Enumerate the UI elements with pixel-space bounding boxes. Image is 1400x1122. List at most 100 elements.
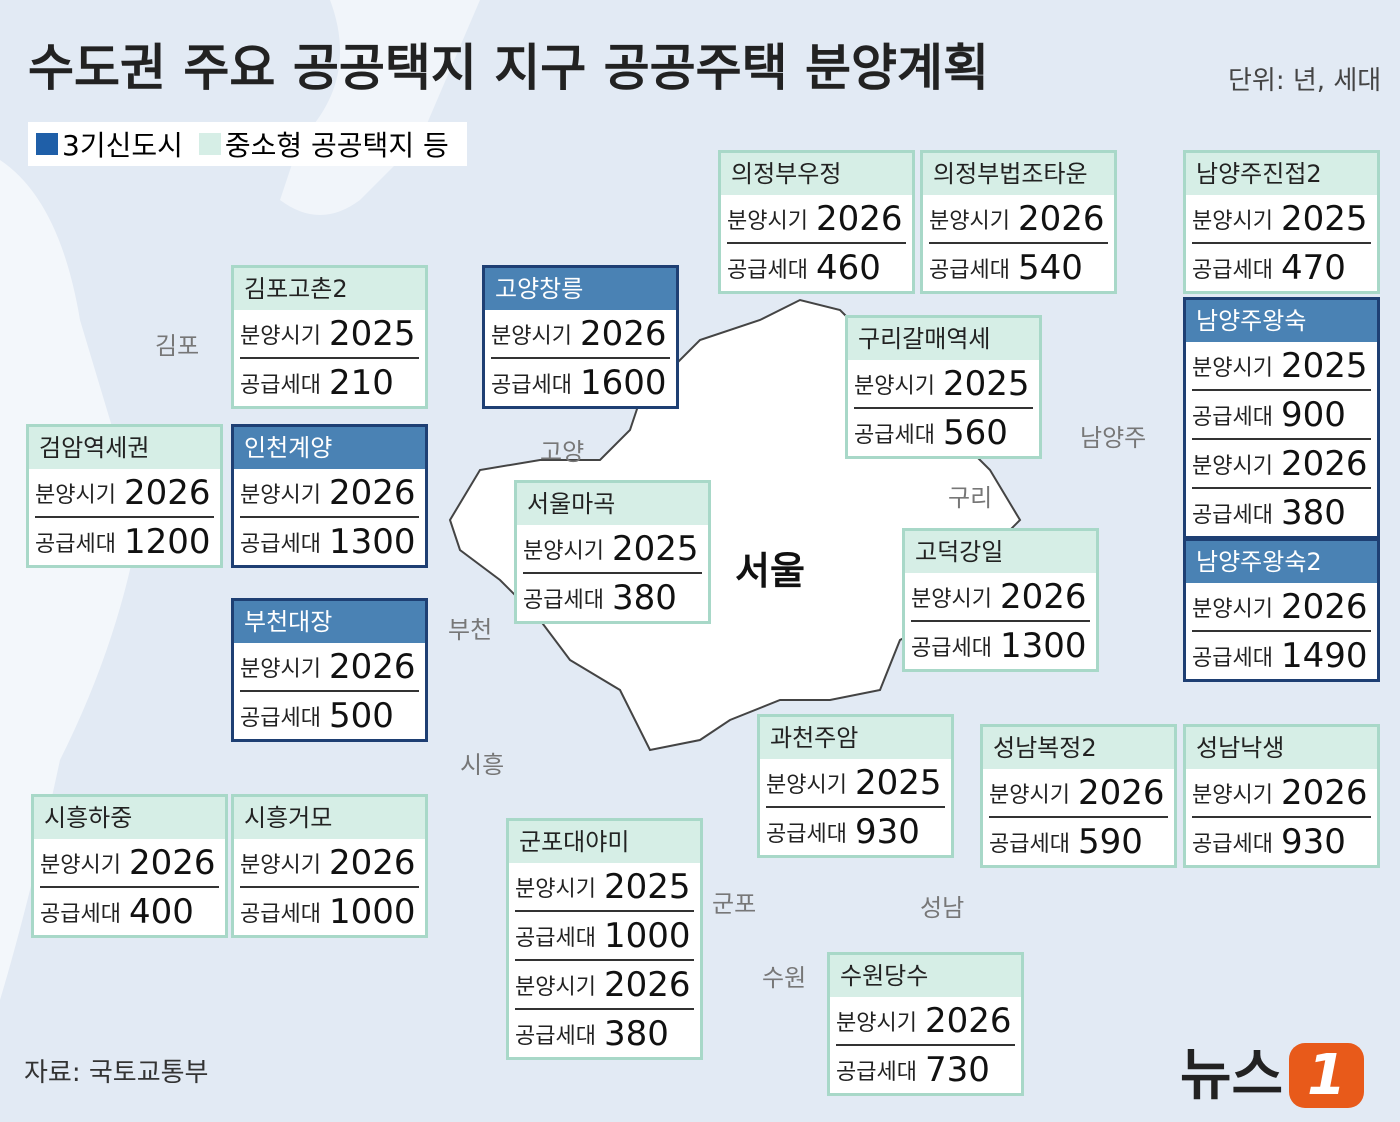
site-name: 김포고촌2 [234, 268, 425, 310]
source: 자료: 국토교통부 [24, 1058, 209, 1088]
row-value: 2026 [128, 842, 216, 883]
site-row: 분양시기 2026 [929, 195, 1108, 244]
site-row: 공급세대 930 [1192, 818, 1371, 865]
row-label: 분양시기 [836, 1010, 917, 1036]
row-value: 1300 [999, 625, 1087, 666]
row-label: 분양시기 [727, 208, 808, 234]
site-row: 공급세대 1200 [35, 518, 214, 565]
site-row: 분양시기 2025 [523, 525, 702, 574]
site-name: 의정부법조타운 [923, 153, 1114, 195]
site-box: 의정부우정 분양시기 2026 공급세대 460 [718, 150, 915, 294]
place-label: 구리 [948, 484, 993, 512]
site-row: 공급세대 730 [836, 1046, 1015, 1093]
row-label: 분양시기 [1192, 596, 1273, 622]
site-row: 분양시기 2025 [854, 360, 1033, 409]
row-value: 400 [128, 891, 194, 932]
site-box: 시흥거모 분양시기 2026 공급세대 1000 [231, 794, 428, 938]
row-value: 900 [1280, 394, 1346, 435]
site-row: 분양시기 2026 [491, 310, 670, 359]
row-label: 분양시기 [40, 852, 121, 878]
logo: 뉴스 1 [1180, 1030, 1365, 1111]
row-label: 분양시기 [35, 482, 116, 508]
row-label: 분양시기 [240, 852, 321, 878]
site-row: 분양시기 2026 [911, 573, 1090, 622]
site-name: 인천계양 [234, 427, 425, 469]
row-label: 분양시기 [1192, 208, 1273, 234]
place-label: 성남 [920, 894, 965, 922]
row-value: 2026 [579, 313, 667, 354]
site-row: 공급세대 380 [1192, 489, 1371, 536]
site-row: 분양시기 2025 [1192, 342, 1371, 391]
site-row: 공급세대 900 [1192, 391, 1371, 440]
site-box: 성남낙생 분양시기 2026 공급세대 930 [1183, 724, 1380, 868]
row-value: 930 [1280, 821, 1346, 862]
row-label: 분양시기 [523, 538, 604, 564]
site-box: 성남복정2 분양시기 2026 공급세대 590 [980, 724, 1177, 868]
site-name: 남양주왕숙2 [1186, 541, 1377, 583]
row-label: 공급세대 [989, 831, 1070, 857]
row-label: 분양시기 [911, 586, 992, 612]
place-label: 서울 [735, 549, 805, 593]
legend-label: 중소형 공공택지 등 [224, 129, 449, 162]
row-value: 1300 [328, 521, 416, 562]
row-value: 2025 [1280, 345, 1368, 386]
site-name: 서울마곡 [517, 483, 708, 525]
place-label: 부천 [448, 616, 493, 644]
row-value: 930 [854, 811, 920, 852]
row-label: 분양시기 [1192, 355, 1273, 381]
site-name: 검암역세권 [29, 427, 220, 469]
site-box: 서울마곡 분양시기 2025 공급세대 380 [514, 480, 711, 624]
row-value: 1490 [1280, 635, 1368, 676]
site-name: 성남복정2 [983, 727, 1174, 769]
site-name: 고양창릉 [485, 268, 676, 310]
site-row: 공급세대 1490 [1192, 632, 1371, 679]
row-label: 분양시기 [240, 656, 321, 682]
row-value: 540 [1017, 247, 1083, 288]
site-row: 공급세대 380 [523, 574, 702, 621]
site-row: 공급세대 400 [40, 888, 219, 935]
row-label: 공급세대 [854, 422, 935, 448]
site-row: 분양시기 2026 [989, 769, 1168, 818]
row-value: 470 [1280, 247, 1346, 288]
site-row: 분양시기 2026 [35, 469, 214, 518]
row-value: 2026 [123, 472, 211, 513]
row-value: 2026 [328, 646, 416, 687]
site-name: 과천주암 [760, 717, 951, 759]
row-value: 730 [924, 1049, 990, 1090]
row-label: 분양시기 [515, 974, 596, 1000]
place-label: 고양 [540, 438, 585, 466]
site-box: 의정부법조타운 분양시기 2026 공급세대 540 [920, 150, 1117, 294]
row-value: 2026 [924, 1000, 1012, 1041]
site-row: 공급세대 380 [515, 1010, 694, 1057]
site-box: 부천대장 분양시기 2026 공급세대 500 [231, 598, 428, 742]
site-box: 과천주암 분양시기 2025 공급세대 930 [757, 714, 954, 858]
site-row: 분양시기 2026 [240, 839, 419, 888]
row-value: 590 [1077, 821, 1143, 862]
row-label: 공급세대 [515, 1023, 596, 1049]
row-value: 1600 [579, 362, 667, 403]
legend: 3기신도시 중소형 공공택지 등 [28, 122, 467, 166]
legend-swatch [36, 133, 58, 155]
site-name: 구리갈매역세 [848, 318, 1039, 360]
row-label: 공급세대 [1192, 645, 1273, 671]
site-name: 성남낙생 [1186, 727, 1377, 769]
row-value: 1000 [603, 915, 691, 956]
row-value: 560 [942, 412, 1008, 453]
row-value: 460 [815, 247, 881, 288]
row-value: 2026 [328, 472, 416, 513]
place-label: 군포 [712, 890, 757, 918]
site-row: 분양시기 2025 [1192, 195, 1371, 244]
row-label: 분양시기 [989, 782, 1070, 808]
row-label: 공급세대 [836, 1059, 917, 1085]
place-label: 수원 [762, 964, 807, 992]
row-label: 공급세대 [727, 257, 808, 283]
site-row: 공급세대 1300 [911, 622, 1090, 669]
row-value: 500 [328, 695, 394, 736]
row-label: 공급세대 [240, 372, 321, 398]
site-name: 부천대장 [234, 601, 425, 643]
site-box: 인천계양 분양시기 2026 공급세대 1300 [231, 424, 428, 568]
row-label: 공급세대 [929, 257, 1010, 283]
row-label: 분양시기 [929, 208, 1010, 234]
row-value: 2025 [854, 762, 942, 803]
